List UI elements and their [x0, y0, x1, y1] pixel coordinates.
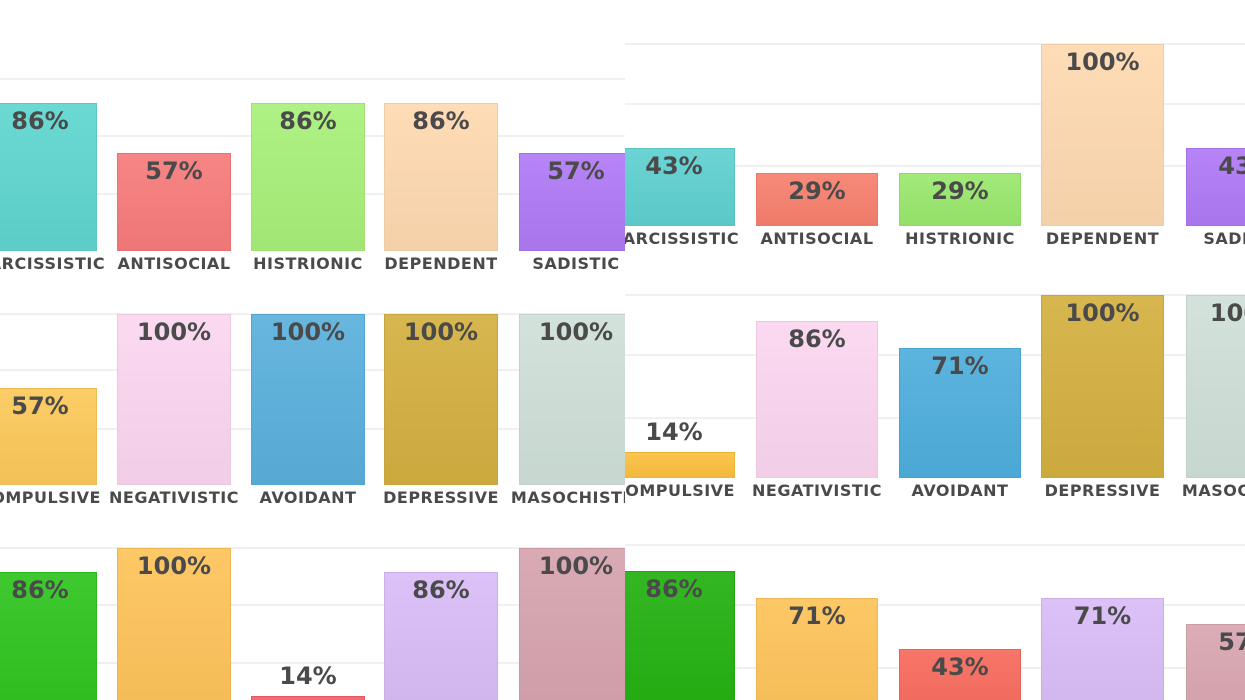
- category-label: DEPENDENT: [1045, 229, 1160, 248]
- bar: [384, 572, 498, 700]
- category-label: MASOCHISTIC: [510, 488, 625, 507]
- category-label: ANTISOCIAL: [117, 254, 231, 273]
- category-label: SADISTIC: [532, 254, 620, 273]
- gridline: [0, 603, 625, 606]
- category-label: NEGATIVISTIC: [109, 488, 239, 507]
- bar-value-label: 43%: [931, 653, 989, 682]
- bar: [251, 103, 365, 251]
- bar: [625, 147, 735, 226]
- category-label: COMPULSIVE: [0, 488, 101, 507]
- bar-value-label: 71%: [1073, 602, 1132, 631]
- bar: [1041, 295, 1164, 478]
- bar-value-label: 100%: [538, 552, 614, 580]
- bar-value-label: 71%: [788, 602, 846, 631]
- bar: [117, 548, 231, 700]
- category-label: HISTRIONIC: [905, 229, 1015, 248]
- bar: [899, 649, 1021, 700]
- category-label: NARCISSISTIC: [0, 254, 106, 273]
- gridline: [625, 103, 1245, 106]
- bar-value-label: 14%: [279, 661, 337, 690]
- gridline: [625, 294, 1245, 296]
- bar: [625, 570, 735, 700]
- bar-value-label: 100%: [1209, 299, 1245, 327]
- bar: [0, 572, 97, 700]
- category-label: DEPRESSIVE: [383, 488, 499, 507]
- bar-value-label: 71%: [931, 352, 989, 381]
- bar-value-label: 57%: [547, 156, 605, 185]
- bar: [756, 598, 878, 700]
- bar-value-label: 86%: [11, 107, 69, 136]
- category-label: DEPENDENT: [384, 254, 498, 273]
- right-chart-panel: 43% NARCISSISTIC 29% ANTISOCIAL 29% HISTRIONI…: [625, 0, 1245, 700]
- bar: [756, 173, 878, 226]
- gridline: [0, 662, 625, 665]
- bar: [251, 314, 365, 485]
- bar: [251, 695, 365, 700]
- bar-value-label: 57%: [1218, 627, 1245, 656]
- bar: [1186, 623, 1245, 700]
- bar-value-label: 100%: [136, 552, 212, 580]
- bar-value-label: 86%: [279, 107, 337, 136]
- category-label: NARCISSISTIC: [625, 229, 740, 248]
- gridline: [625, 43, 1245, 45]
- gridline: [0, 78, 625, 80]
- category-label: SADISTIC: [1203, 229, 1245, 248]
- bar-value-label: 86%: [412, 576, 470, 605]
- bar-value-label: 100%: [136, 318, 212, 346]
- bar-value-label: 86%: [788, 324, 846, 353]
- bar: [519, 314, 625, 485]
- gridline: [0, 547, 625, 549]
- category-label: ANTISOCIAL: [760, 229, 874, 248]
- bar-value-label: 43%: [1218, 151, 1245, 180]
- bar-value-label: 100%: [1065, 299, 1140, 327]
- bar: [117, 152, 231, 251]
- category-label: COMPULSIVE: [625, 481, 735, 500]
- bar: [384, 314, 498, 485]
- category-label: AVOIDANT: [259, 488, 357, 507]
- bar-value-label: 86%: [412, 107, 470, 136]
- bar-value-label: 86%: [11, 576, 69, 605]
- category-label: NEGATIVISTIC: [752, 481, 882, 500]
- gridline: [625, 604, 1245, 607]
- bar-value-label: 57%: [11, 391, 69, 420]
- bar: [384, 103, 498, 251]
- bar: [519, 152, 625, 251]
- category-label: MASOCHISTIC: [1181, 481, 1245, 500]
- bar: [1041, 598, 1164, 700]
- bar-value-label: 29%: [931, 177, 989, 206]
- bar: [1186, 295, 1245, 478]
- category-label: AVOIDANT: [911, 481, 1009, 500]
- bar: [1041, 44, 1164, 226]
- bar: [0, 103, 97, 251]
- bar-value-label: 57%: [145, 156, 203, 185]
- bar-value-label: 86%: [645, 574, 703, 603]
- bar: [899, 348, 1021, 478]
- bar-value-label: 14%: [645, 418, 703, 447]
- bar-value-label: 100%: [403, 318, 479, 346]
- bar-value-label: 100%: [270, 318, 346, 346]
- bar-value-label: 100%: [538, 318, 614, 346]
- bar: [756, 320, 878, 478]
- bar-value-label: 100%: [1065, 48, 1140, 76]
- gridline: [625, 544, 1245, 546]
- bar: [1186, 147, 1245, 226]
- left-chart-panel: 86% NARCISSISTIC 57% ANTISOCIAL 86% HISTRIONI…: [0, 78, 625, 700]
- bar: [117, 314, 231, 485]
- bar: [519, 548, 625, 700]
- bar: [0, 387, 97, 485]
- category-label: DEPRESSIVE: [1044, 481, 1161, 500]
- bar-value-label: 43%: [645, 151, 703, 180]
- bar: [625, 452, 735, 478]
- bar: [899, 173, 1021, 226]
- bar-value-label: 29%: [788, 177, 846, 206]
- gridline: [625, 164, 1245, 167]
- category-label: HISTRIONIC: [253, 254, 363, 273]
